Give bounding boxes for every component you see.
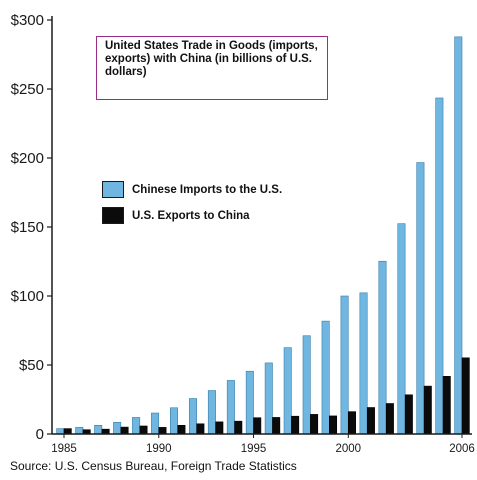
y-tick-label: $150: [11, 219, 44, 236]
x-tick-label: 2006: [449, 443, 475, 455]
bar-exports: [442, 376, 451, 435]
bar-imports: [113, 421, 122, 435]
bar-exports: [291, 415, 300, 435]
x-tick-label: 1990: [146, 443, 172, 455]
bar-exports: [196, 423, 205, 435]
y-tick-label: $50: [19, 357, 44, 374]
bar-exports: [461, 357, 470, 435]
bar-imports: [435, 97, 444, 435]
x-tick-label: 2000: [335, 443, 361, 455]
bar-imports: [340, 295, 349, 435]
bar-exports: [423, 385, 432, 435]
bar-exports: [310, 414, 319, 435]
legend-label-exports: U.S. Exports to China: [132, 209, 250, 222]
bar-exports: [404, 394, 413, 435]
y-tick-label: $100: [11, 288, 44, 305]
x-axis-ticks: 1985 1990 1995 2000 2006: [51, 434, 475, 455]
bars-layer: [56, 36, 470, 435]
legend-swatch-imports: [102, 181, 124, 198]
y-axis-ticks: 0 $50 $100 $150 $200 $250 $300: [11, 12, 52, 443]
y-tick-label: 0: [36, 426, 44, 443]
y-tick-label: $300: [11, 12, 44, 29]
bar-exports: [177, 425, 186, 435]
bar-imports: [359, 292, 368, 435]
bar-imports: [454, 36, 463, 435]
bar-imports: [283, 347, 292, 435]
legend-swatch-exports: [102, 207, 124, 224]
bar-imports: [264, 362, 273, 435]
legend-item-exports: U.S. Exports to China: [102, 207, 250, 224]
bar-exports: [234, 420, 243, 435]
bar-imports: [94, 425, 103, 435]
bar-imports: [188, 398, 197, 435]
bar-exports: [215, 421, 224, 435]
bar-imports: [321, 320, 330, 435]
bar-imports: [151, 412, 160, 435]
bar-exports: [63, 428, 72, 435]
legend-item-imports: Chinese Imports to the U.S.: [102, 181, 282, 198]
bar-exports: [158, 427, 167, 435]
bar-imports: [132, 417, 141, 435]
bar-imports: [245, 370, 254, 435]
bar-exports: [385, 403, 394, 435]
bar-exports: [347, 411, 356, 435]
x-tick-label: 1995: [241, 443, 267, 455]
bar-imports: [226, 380, 235, 435]
bar-imports: [416, 162, 425, 435]
bar-imports: [170, 407, 179, 435]
bar-imports: [378, 260, 387, 435]
y-tick-label: $200: [11, 150, 44, 167]
bar-imports: [75, 427, 84, 435]
bar-exports: [272, 417, 281, 435]
bar-imports: [302, 335, 311, 435]
bar-imports: [207, 390, 216, 435]
chart-title: United States Trade in Goods (imports, e…: [96, 36, 328, 100]
bar-imports: [397, 223, 406, 435]
y-tick-label: $250: [11, 81, 44, 98]
bar-imports: [56, 428, 65, 435]
legend-label-imports: Chinese Imports to the U.S.: [132, 183, 283, 196]
bar-exports: [366, 407, 375, 435]
bar-exports: [253, 417, 262, 435]
bar-exports: [139, 425, 148, 435]
bar-exports: [120, 426, 129, 435]
x-tick-label: 1985: [51, 443, 77, 455]
bar-exports: [329, 415, 338, 435]
source-note: Source: U.S. Census Bureau, Foreign Trad…: [10, 459, 297, 473]
